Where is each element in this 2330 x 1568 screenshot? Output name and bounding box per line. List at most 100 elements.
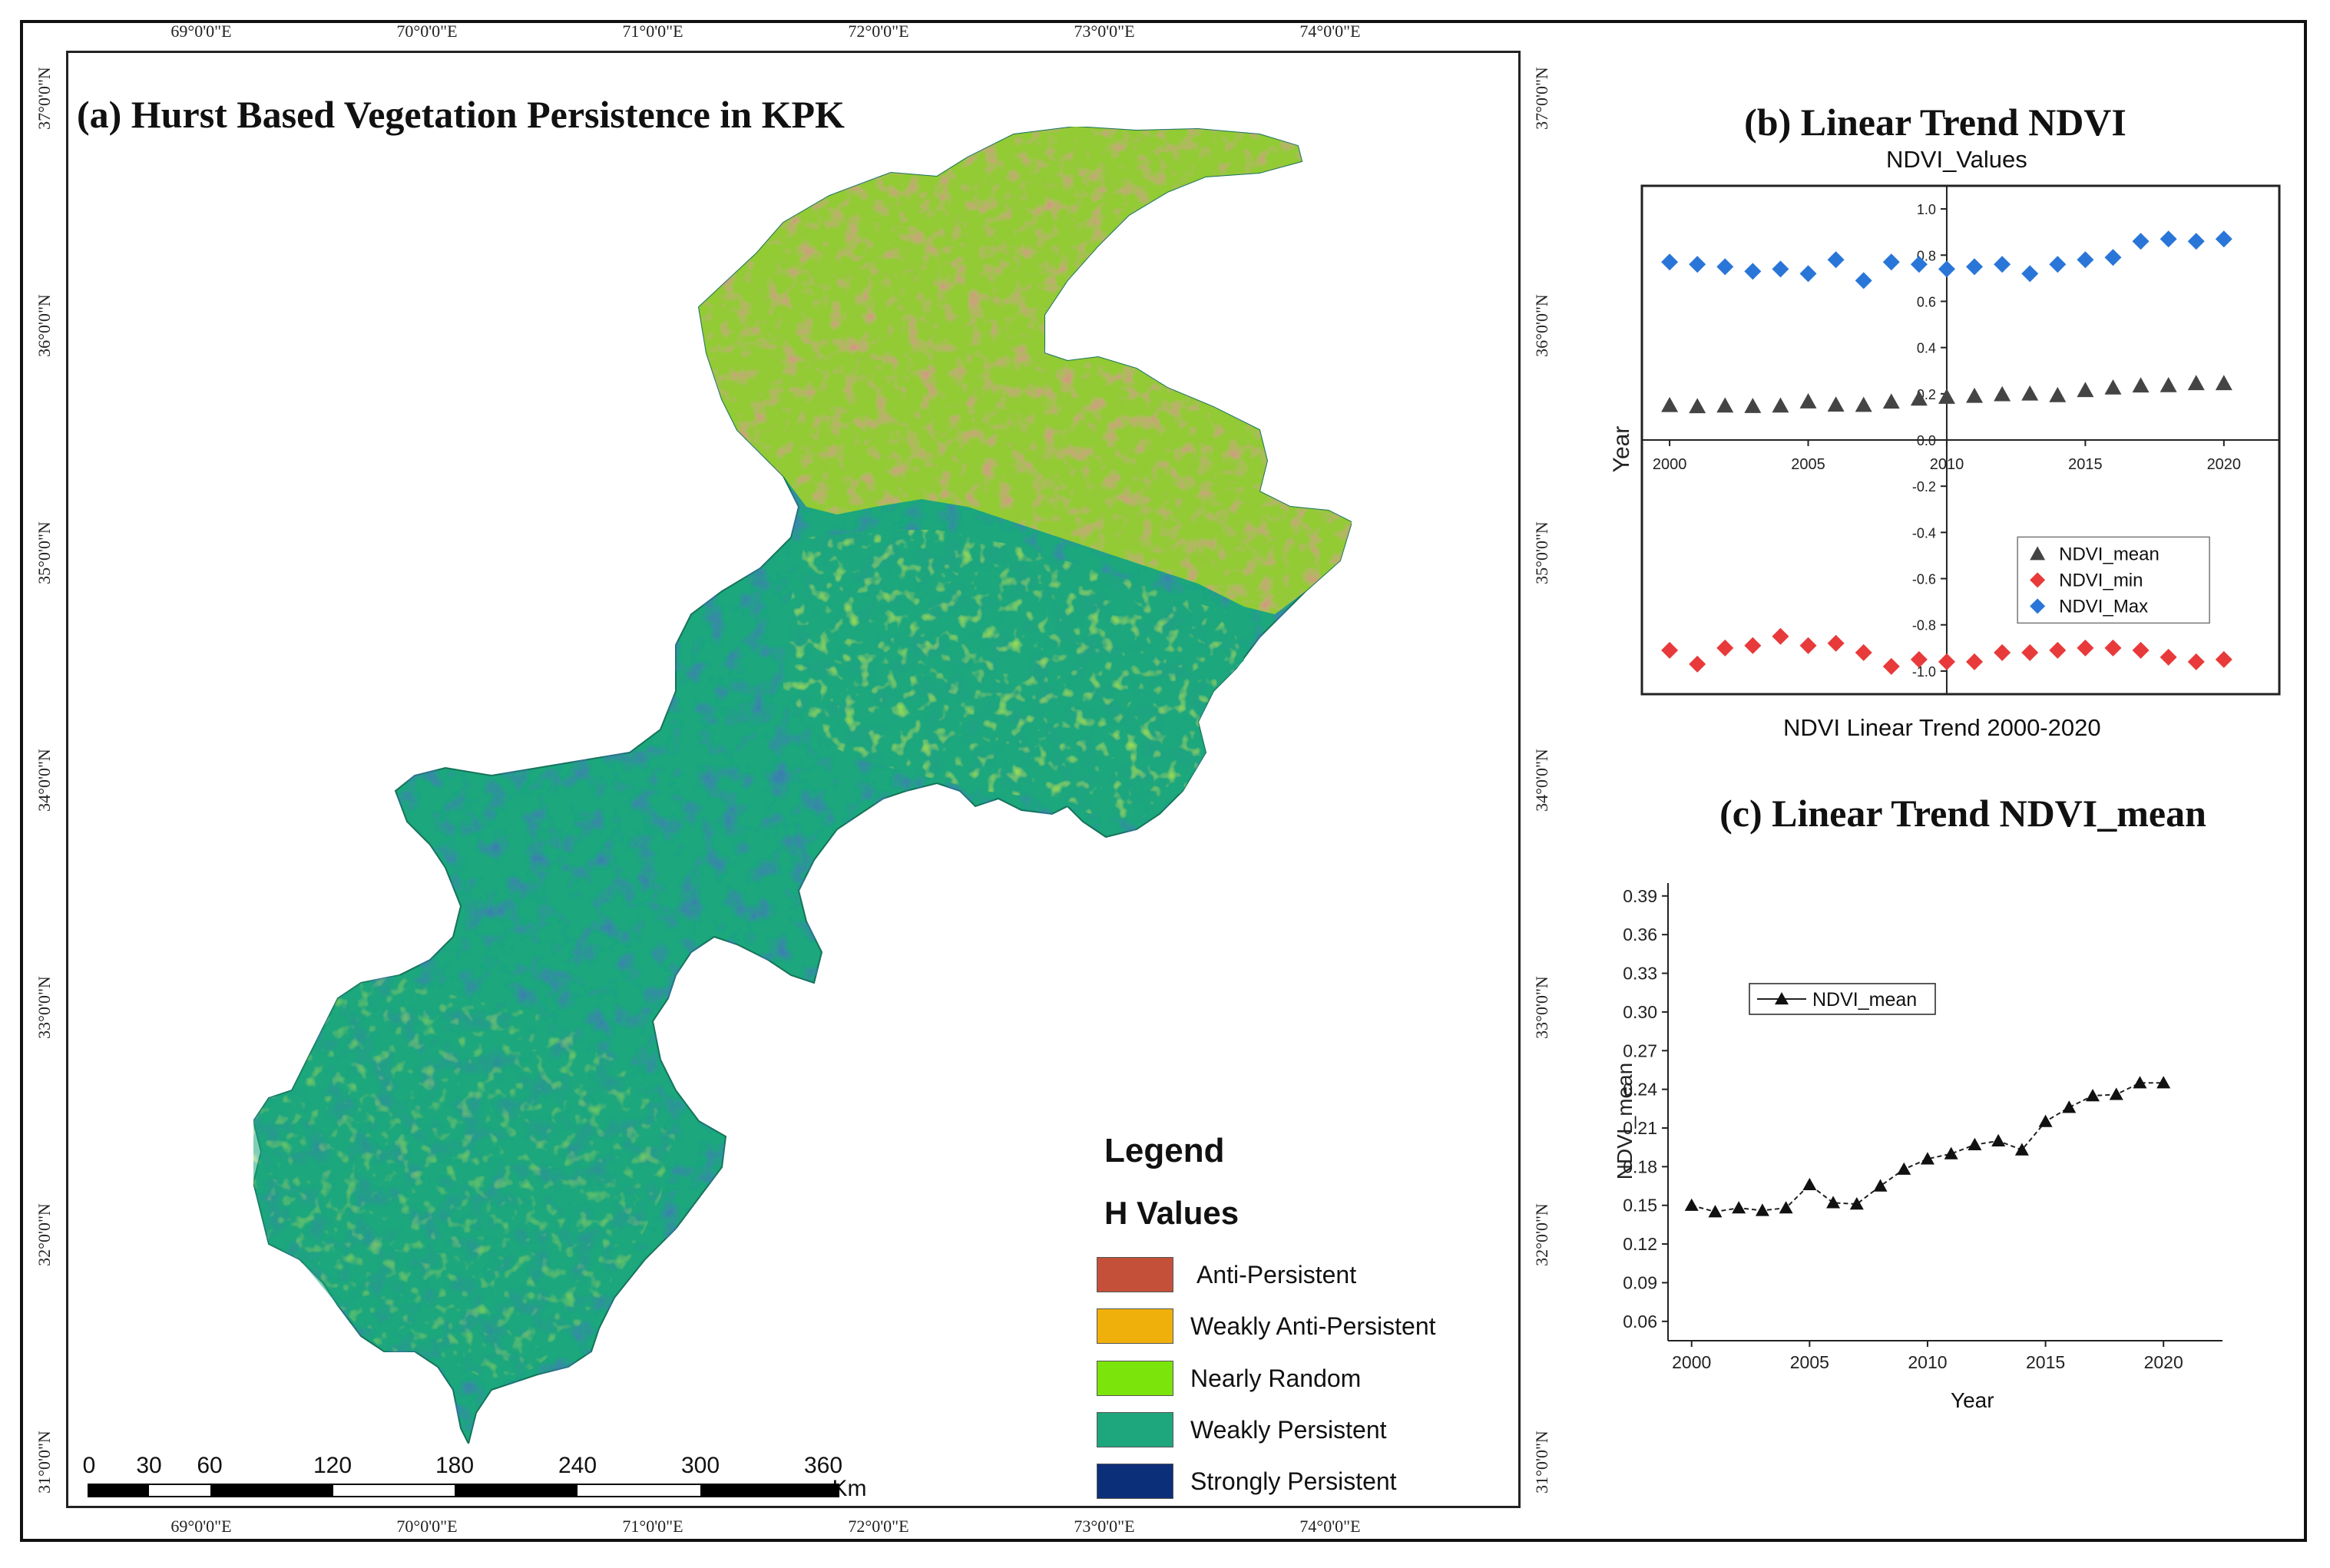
data-point	[1661, 641, 1679, 659]
x-tick-label: 2005	[1791, 456, 1825, 473]
x-tick-label: 2005	[1790, 1352, 1829, 1372]
legend-item: Weakly Persistent	[1097, 1411, 1387, 1448]
lon-label-top: 73°0'0"E	[1074, 22, 1135, 41]
legend-label: Weakly Persistent	[1190, 1415, 1387, 1444]
data-point	[1661, 396, 1679, 412]
scale-tick-label: 240	[558, 1453, 597, 1478]
data-point	[2187, 233, 2205, 250]
data-point	[2160, 376, 2177, 392]
data-point	[1732, 1201, 1746, 1214]
data-point	[1944, 1146, 1958, 1159]
data-point	[1991, 1133, 2006, 1146]
legend-swatch	[1097, 1464, 1173, 1499]
x-tick-label: 2000	[1653, 456, 1687, 473]
data-point	[2104, 379, 2122, 395]
data-point	[1882, 657, 1900, 675]
y-tick-label: 0.12	[1623, 1234, 1657, 1254]
data-point	[2049, 256, 2067, 273]
legend-marker	[1775, 991, 1789, 1005]
data-point	[2132, 641, 2150, 659]
data-point	[1882, 393, 1900, 409]
data-point	[1873, 1179, 1888, 1192]
data-point	[1849, 1197, 1864, 1210]
northern-region	[699, 127, 1352, 614]
data-point	[1855, 643, 1872, 661]
y-tick-label: -0.2	[1912, 479, 1936, 495]
data-point	[1827, 634, 1845, 652]
data-point	[1920, 1152, 1934, 1165]
data-point	[1994, 643, 2011, 661]
data-point	[2215, 375, 2232, 391]
data-point	[2132, 233, 2150, 250]
legend-entry: NDVI_min	[2059, 570, 2143, 590]
data-point	[1772, 397, 1789, 413]
lon-label-bottom: 71°0'0"E	[622, 1517, 683, 1536]
data-point	[1855, 396, 1872, 412]
data-point	[2215, 230, 2232, 248]
legend-item: Weakly Anti-Persistent	[1097, 1308, 1436, 1345]
data-point	[1744, 637, 1762, 654]
scale-tick-label: 0	[82, 1453, 96, 1478]
data-point	[2132, 377, 2150, 393]
legend-label: Weakly Anti-Persistent	[1190, 1312, 1436, 1340]
y-tick-label: 0.06	[1623, 1312, 1657, 1331]
data-point	[1966, 653, 1984, 670]
data-point	[1744, 263, 1762, 280]
data-point	[1772, 260, 1789, 278]
data-point	[1708, 1205, 1723, 1218]
y-tick-label: 0.18	[1623, 1156, 1657, 1176]
lon-label-top: 72°0'0"E	[848, 22, 909, 41]
series-line	[1691, 1082, 2164, 1213]
data-point	[1826, 1196, 1841, 1209]
panel-c-title: (c) Linear Trend NDVI_mean	[1719, 792, 2206, 835]
scale-tick-label: 360	[803, 1453, 843, 1478]
chart-legend-box	[2017, 536, 2210, 624]
chart-b-xlabel: NDVI Linear Trend 2000-2020	[1783, 714, 2101, 741]
y-tick-label: 0.39	[1623, 886, 1657, 906]
data-point	[2049, 386, 2067, 402]
data-point	[1755, 1203, 1769, 1216]
data-point	[2187, 653, 2205, 670]
y-tick-label: -1.0	[1912, 664, 1936, 680]
scale-tick-label: 300	[680, 1453, 720, 1478]
y-tick-label: -0.4	[1912, 525, 1936, 541]
data-point	[1779, 1201, 1793, 1214]
data-point	[2156, 1076, 2171, 1089]
scale-tick-label: 60	[197, 1453, 223, 1478]
data-point	[1716, 639, 1734, 657]
data-point	[1938, 260, 1955, 278]
chart-b-ylabel: Year	[1609, 425, 1634, 473]
y-tick-label: -0.6	[1912, 572, 1936, 587]
chart-c-ylabel: NDVI_mean	[1613, 1062, 1637, 1180]
y-tick-label: 0.4	[1917, 341, 1936, 356]
y-tick-label: 0.6	[1917, 294, 1936, 309]
data-point	[2160, 648, 2177, 666]
panel-b-title: (b) Linear Trend NDVI	[1744, 101, 2126, 144]
lon-label-bottom: 72°0'0"E	[848, 1517, 909, 1536]
lon-label-bottom: 74°0'0"E	[1299, 1517, 1361, 1536]
y-tick-label: 0.24	[1623, 1080, 1657, 1100]
data-point	[2049, 641, 2067, 659]
legend-entry: NDVI_mean	[2059, 544, 2160, 564]
legend-item: Nearly Random	[1097, 1360, 1361, 1397]
legend-item: Anti-Persistent	[1097, 1256, 1356, 1293]
legend-marker	[2030, 598, 2046, 614]
data-point	[1661, 253, 1679, 271]
data-point	[1994, 256, 2011, 273]
data-point	[2021, 385, 2039, 401]
legend-subtitle: H Values	[1104, 1195, 1239, 1231]
y-tick-label: 1.0	[1917, 202, 1936, 217]
data-point	[1689, 398, 1706, 414]
data-point	[1966, 258, 1984, 276]
data-point	[1684, 1198, 1699, 1211]
legend-swatch	[1097, 1257, 1173, 1292]
x-tick-label: 2010	[1908, 1352, 1947, 1372]
legend-swatch	[1097, 1308, 1173, 1344]
lon-label-top: 69°0'0"E	[170, 22, 232, 41]
legend-swatch	[1097, 1361, 1173, 1396]
data-point	[1744, 398, 1762, 413]
data-point	[2038, 1114, 2053, 1127]
legend-label: Nearly Random	[1190, 1364, 1362, 1392]
y-tick-label: 0.15	[1623, 1196, 1657, 1216]
central-region	[783, 530, 1244, 822]
